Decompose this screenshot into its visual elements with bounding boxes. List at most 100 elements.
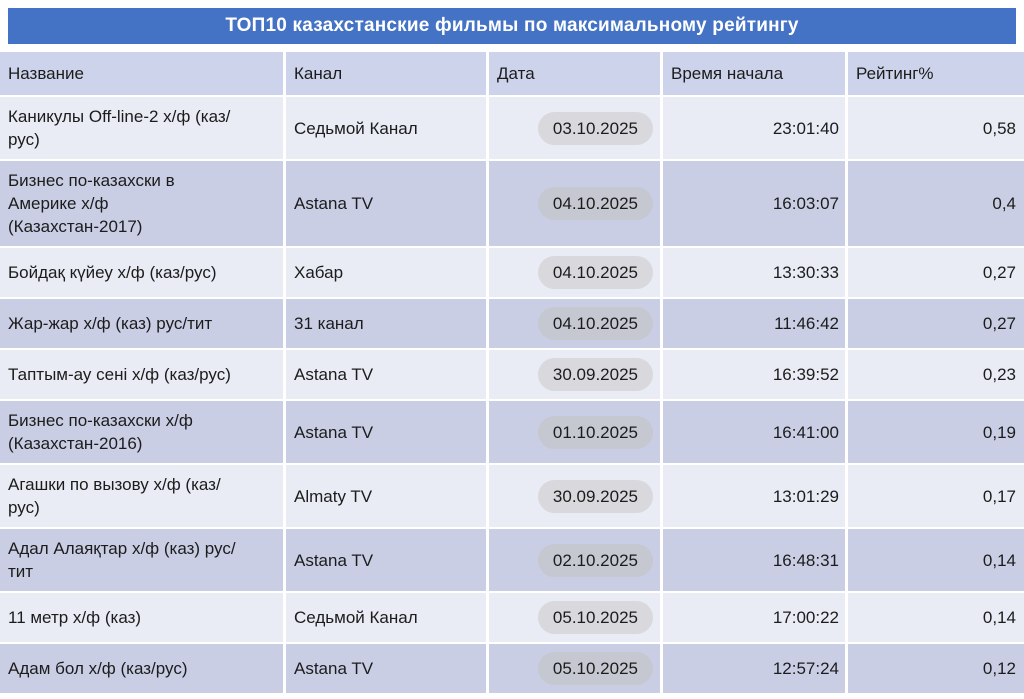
start-time-cell: 13:30:33 — [663, 248, 845, 297]
film-name-text: 11 метр х/ф (каз) — [8, 608, 142, 627]
rating-text: 0,14 — [982, 550, 1016, 570]
rating-cell: 0,4 — [848, 161, 1024, 246]
date-cell: 04.10.2025 — [489, 161, 660, 246]
rating-text: 0,27 — [982, 263, 1016, 282]
column-header-date: Дата — [489, 52, 660, 95]
channel-cell: 31 канал — [286, 299, 486, 348]
channel-cell: Хабар — [286, 248, 486, 297]
film-name-cell: Агашки по вызову х/ф (каз/рус) — [0, 465, 283, 527]
date-cell: 02.10.2025 — [489, 529, 660, 591]
channel-text: Хабар — [294, 263, 344, 282]
rating-cell: 0,27 — [848, 299, 1024, 348]
date-pill: 05.10.2025 — [537, 601, 653, 634]
rating-text: 0,23 — [982, 365, 1016, 384]
rating-text: 0,12 — [982, 659, 1016, 678]
film-name-cell: Бойдақ күйеу х/ф (каз/рус) — [0, 248, 283, 297]
film-name-text: Таптым-ау сені х/ф (каз/рус) — [8, 365, 231, 384]
film-name-cell: 11 метр х/ф (каз) — [0, 593, 283, 642]
date-cell: 05.10.2025 — [489, 644, 660, 693]
start-time-text: 23:01:40 — [772, 118, 839, 138]
date-pill: 04.10.2025 — [537, 256, 653, 289]
start-time-text: 13:01:29 — [772, 486, 839, 506]
date-pill: 04.10.2025 — [537, 187, 653, 220]
rating-text: 0,17 — [982, 486, 1016, 506]
film-name-text: Бизнес по-казахски в Америке х/ф (Казахс… — [8, 171, 175, 236]
channel-cell: Седьмой Канал — [286, 593, 486, 642]
date-pill: 02.10.2025 — [537, 543, 653, 577]
channel-text: Astana TV — [294, 659, 374, 678]
column-header-time: Время начала — [663, 52, 845, 95]
date-pill: 30.09.2025 — [537, 479, 653, 513]
date-cell: 30.09.2025 — [489, 465, 660, 527]
channel-cell: Astana TV — [286, 401, 486, 463]
start-time-text: 17:00:22 — [772, 608, 839, 627]
film-name-text: Бойдақ күйеу х/ф (каз/рус) — [8, 263, 217, 282]
channel-cell: Astana TV — [286, 529, 486, 591]
channel-cell: Almaty TV — [286, 465, 486, 527]
rating-text: 0,19 — [982, 422, 1016, 442]
rating-cell: 0,14 — [848, 529, 1024, 591]
start-time-cell: 16:41:00 — [663, 401, 845, 463]
rating-cell: 0,17 — [848, 465, 1024, 527]
start-time-text: 16:03:07 — [772, 194, 839, 213]
column-header-name: Название — [0, 52, 283, 95]
column-header-channel: Канал — [286, 52, 486, 95]
page-title: ТОП10 казахстанские фильмы по максимальн… — [8, 8, 1016, 44]
film-name-cell: Каникулы Off-line-2 х/ф (каз/рус) — [0, 97, 283, 159]
rating-cell: 0,19 — [848, 401, 1024, 463]
column-header-rating: Рейтинг% — [848, 52, 1024, 95]
date-pill: 04.10.2025 — [537, 307, 653, 340]
date-cell: 05.10.2025 — [489, 593, 660, 642]
film-name-cell: Бизнес по-казахски х/ф (Казахстан-2016) — [0, 401, 283, 463]
channel-text: Astana TV — [294, 422, 374, 442]
start-time-cell: 16:48:31 — [663, 529, 845, 591]
date-cell: 04.10.2025 — [489, 248, 660, 297]
rating-text: 0,58 — [982, 118, 1016, 138]
date-pill: 01.10.2025 — [537, 415, 653, 449]
rating-cell: 0,12 — [848, 644, 1024, 693]
start-time-cell: 12:57:24 — [663, 644, 845, 693]
channel-cell: Astana TV — [286, 644, 486, 693]
start-time-cell: 23:01:40 — [663, 97, 845, 159]
start-time-cell: 17:00:22 — [663, 593, 845, 642]
rating-text: 0,27 — [982, 314, 1016, 333]
date-pill: 05.10.2025 — [537, 652, 653, 685]
film-name-text: Адал Алаяқтар х/ф (каз) рус/тит — [8, 539, 236, 581]
date-cell: 30.09.2025 — [489, 350, 660, 399]
channel-text: Astana TV — [294, 365, 374, 384]
rating-cell: 0,23 — [848, 350, 1024, 399]
date-cell: 03.10.2025 — [489, 97, 660, 159]
date-pill: 03.10.2025 — [537, 111, 653, 145]
start-time-text: 11:46:42 — [774, 314, 839, 333]
channel-text: Astana TV — [294, 550, 374, 570]
rating-text: 0,14 — [982, 608, 1016, 627]
rating-cell: 0,14 — [848, 593, 1024, 642]
start-time-cell: 16:39:52 — [663, 350, 845, 399]
film-name-cell: Адам бол х/ф (каз/рус) — [0, 644, 283, 693]
start-time-cell: 11:46:42 — [663, 299, 845, 348]
channel-cell: Astana TV — [286, 161, 486, 246]
channel-text: Almaty TV — [294, 486, 373, 506]
ratings-table: Название Канал Дата Время начала Рейтинг… — [0, 52, 1024, 693]
rating-text: 0,4 — [992, 194, 1016, 213]
start-time-text: 13:30:33 — [772, 263, 839, 282]
start-time-text: 16:41:00 — [772, 422, 839, 442]
channel-text: 31 канал — [294, 314, 364, 333]
date-cell: 04.10.2025 — [489, 299, 660, 348]
channel-text: Седьмой Канал — [294, 118, 418, 138]
start-time-text: 16:39:52 — [772, 365, 839, 384]
film-name-text: Жар-жар х/ф (каз) рус/тит — [8, 314, 213, 333]
film-name-cell: Таптым-ау сені х/ф (каз/рус) — [0, 350, 283, 399]
date-cell: 01.10.2025 — [489, 401, 660, 463]
channel-cell: Astana TV — [286, 350, 486, 399]
film-name-cell: Адал Алаяқтар х/ф (каз) рус/тит — [0, 529, 283, 591]
start-time-text: 16:48:31 — [772, 550, 839, 570]
film-name-cell: Жар-жар х/ф (каз) рус/тит — [0, 299, 283, 348]
film-name-text: Агашки по вызову х/ф (каз/рус) — [8, 475, 221, 517]
channel-cell: Седьмой Канал — [286, 97, 486, 159]
film-name-text: Адам бол х/ф (каз/рус) — [8, 659, 188, 678]
date-pill: 30.09.2025 — [537, 358, 653, 391]
rating-cell: 0,27 — [848, 248, 1024, 297]
channel-text: Astana TV — [294, 194, 374, 213]
start-time-cell: 13:01:29 — [663, 465, 845, 527]
